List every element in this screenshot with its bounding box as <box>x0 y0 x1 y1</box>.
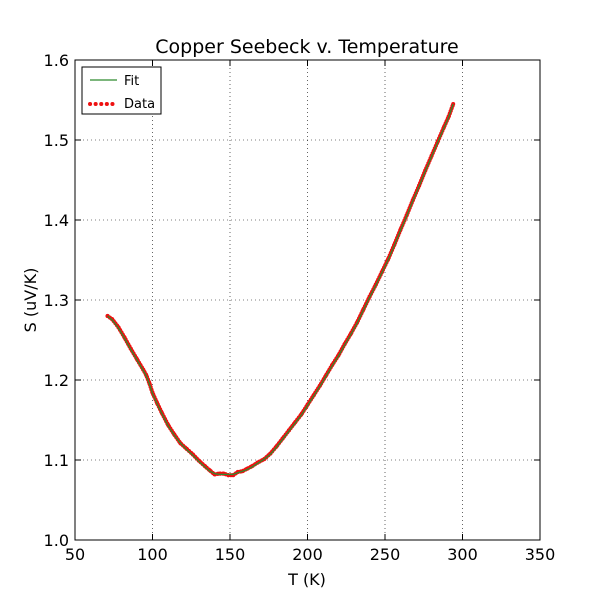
y-tick-label: 1.6 <box>44 51 69 70</box>
x-tick-label: 50 <box>65 545 85 564</box>
x-tick-label: 150 <box>215 545 246 564</box>
y-tick-label: 1.4 <box>44 211 69 230</box>
legend: Fit Data <box>81 66 162 115</box>
x-tick-label: 250 <box>370 545 401 564</box>
chart-title: Copper Seebeck v. Temperature <box>155 36 458 58</box>
x-axis-label: T (K) <box>287 570 326 589</box>
fit-series-line <box>107 103 454 476</box>
series-layer <box>105 101 456 478</box>
y-tick-label: 1.3 <box>44 291 69 310</box>
x-tick-label: 200 <box>292 545 323 564</box>
y-tick-label: 1.0 <box>44 531 69 550</box>
grid-lines <box>75 60 540 540</box>
axis-ticks: 50 100 150 200 250 300 350 1.0 1.1 1.2 1.3 1.4 1.5 1.… <box>44 51 556 564</box>
y-tick-label: 1.5 <box>44 131 69 150</box>
x-tick-label: 350 <box>525 545 556 564</box>
legend-box <box>81 66 162 115</box>
y-axis-label: S (uV/K) <box>21 268 40 333</box>
x-tick-label: 100 <box>137 545 168 564</box>
legend-fit-label: Fit <box>124 74 139 89</box>
x-tick-label: 300 <box>447 545 478 564</box>
legend-data-label: Data <box>124 97 155 112</box>
y-tick-label: 1.2 <box>44 371 69 390</box>
y-tick-label: 1.1 <box>44 451 69 470</box>
